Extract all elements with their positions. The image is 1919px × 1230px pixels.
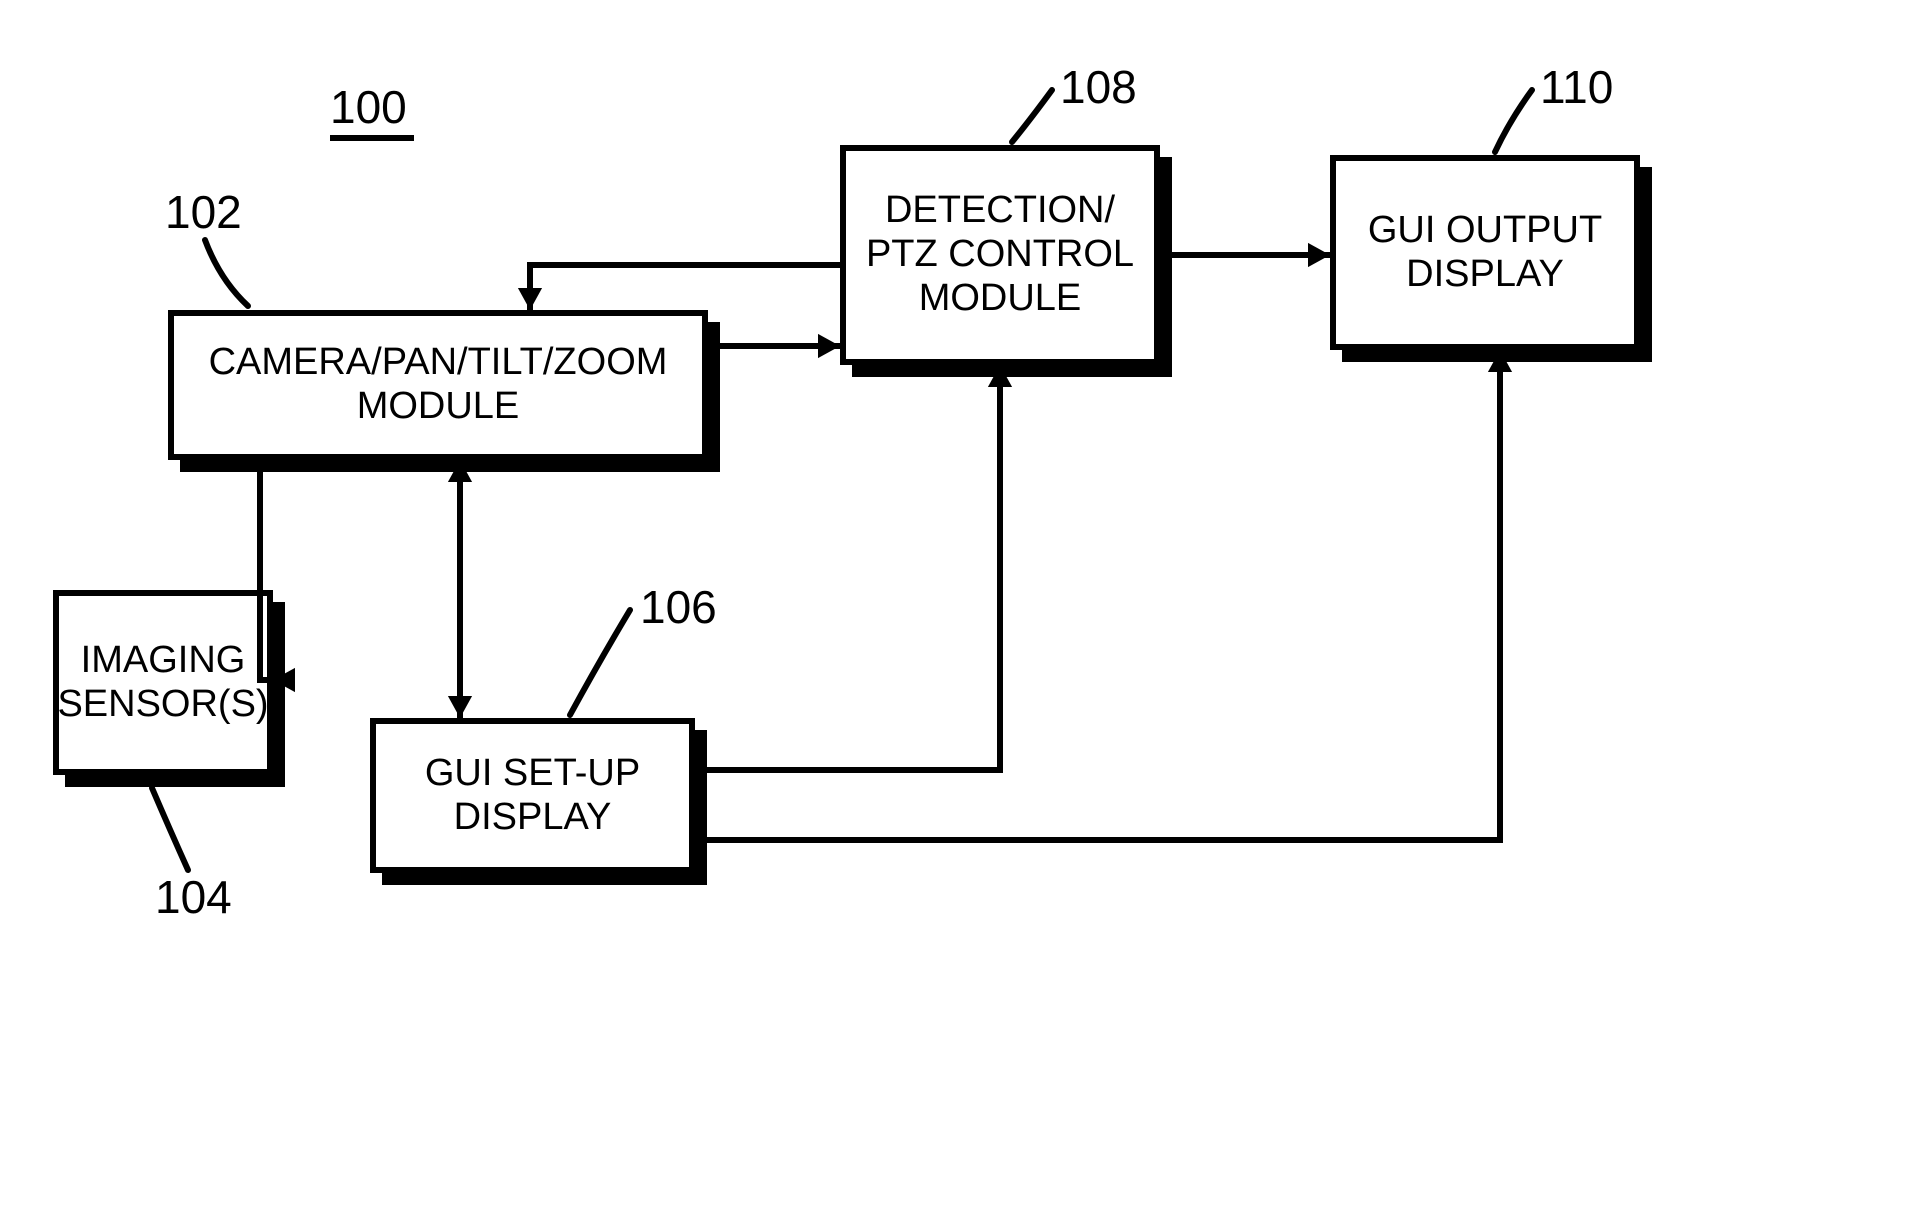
node-sensor: IMAGING SENSOR(S) (53, 590, 273, 775)
ref-label-108: 108 (1060, 60, 1137, 114)
edge (695, 350, 1500, 840)
title-underline (330, 135, 414, 141)
box-shadow (852, 365, 1172, 377)
ref-label-104: 104 (155, 870, 232, 924)
node-setup: GUI SET-UP DISPLAY (370, 718, 695, 873)
leader-line (1495, 90, 1532, 152)
box-shadow (1160, 157, 1172, 377)
edge (530, 265, 840, 310)
leader-line (570, 610, 630, 715)
box-shadow (1640, 167, 1652, 362)
node-output: GUI OUTPUT DISPLAY (1330, 155, 1640, 350)
node-label: DETECTION/ PTZ CONTROL MODULE (866, 189, 1134, 320)
leader-line (205, 240, 248, 306)
diagram-canvas: 100 CAMERA/PAN/TILT/ZOOM MODULE 102 IMAGIN… (0, 0, 1919, 1230)
box-shadow (1342, 350, 1652, 362)
box-shadow (65, 775, 285, 787)
leader-line (1012, 90, 1052, 142)
node-label: CAMERA/PAN/TILT/ZOOM MODULE (209, 341, 668, 428)
ref-label-102: 102 (165, 185, 242, 239)
arrowhead-icon (818, 334, 840, 358)
node-camera: CAMERA/PAN/TILT/ZOOM MODULE (168, 310, 708, 460)
box-shadow (708, 322, 720, 472)
ref-label-106: 106 (640, 580, 717, 634)
leader-line (152, 788, 188, 870)
node-label: GUI SET-UP DISPLAY (425, 752, 640, 839)
arrowhead-icon (448, 696, 472, 718)
box-shadow (695, 730, 707, 885)
box-shadow (273, 602, 285, 787)
node-label: IMAGING SENSOR(S) (57, 639, 268, 726)
node-label: GUI OUTPUT DISPLAY (1368, 209, 1602, 296)
diagram-title-ref: 100 (330, 80, 407, 134)
edge (695, 365, 1000, 770)
ref-label-110: 110 (1540, 60, 1613, 114)
arrowhead-icon (518, 288, 542, 310)
arrowhead-icon (1308, 243, 1330, 267)
box-shadow (382, 873, 707, 885)
box-shadow (180, 460, 720, 472)
node-detection: DETECTION/ PTZ CONTROL MODULE (840, 145, 1160, 365)
